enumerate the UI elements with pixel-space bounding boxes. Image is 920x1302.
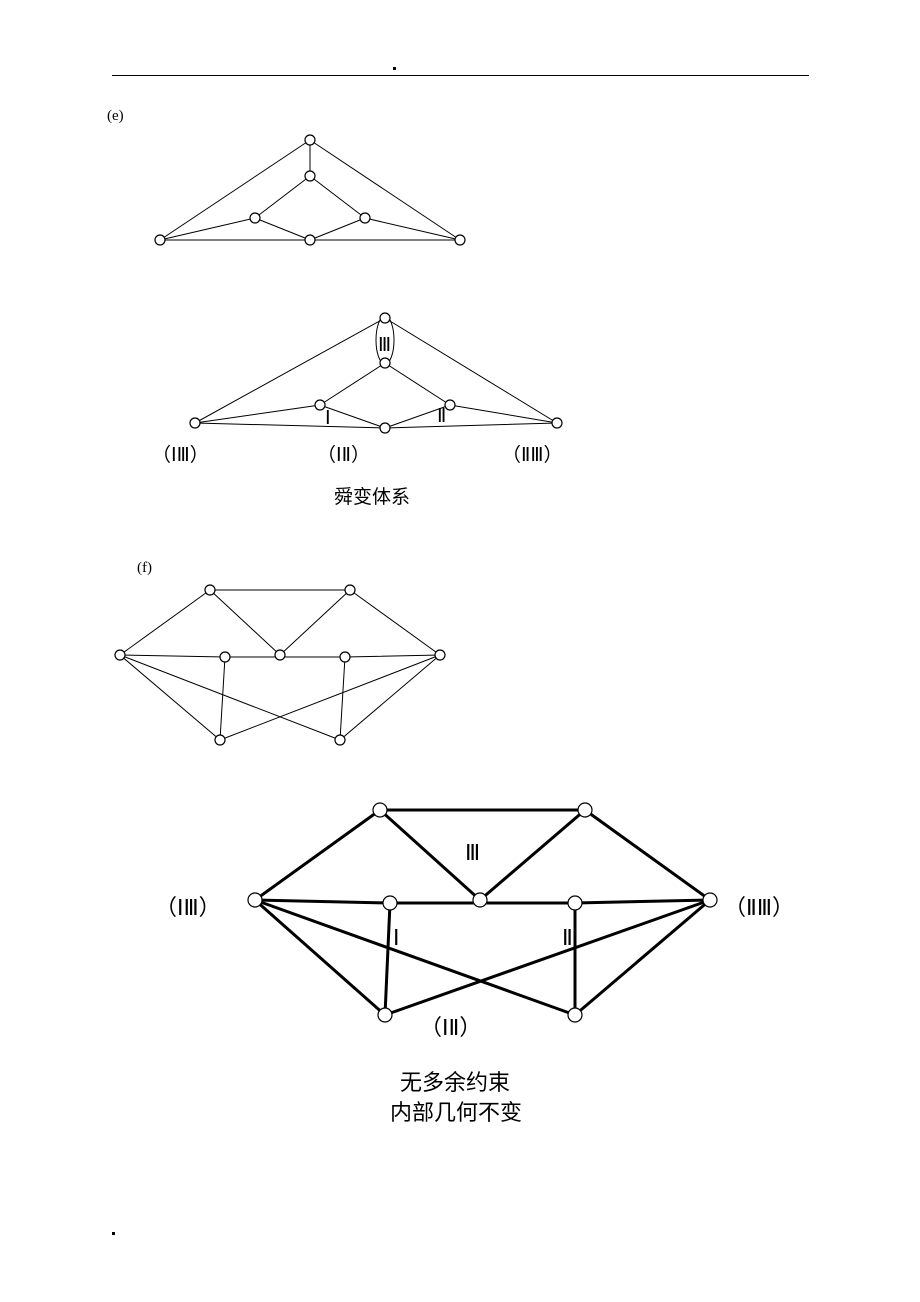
fig-f-label: (f) xyxy=(137,560,152,577)
hinge-label-i-iii-f: （ⅠⅢ） xyxy=(155,890,221,922)
diagram-f-top xyxy=(120,580,450,760)
diagram-f-bottom xyxy=(255,800,725,1030)
hinge-label-ii-iii-e: （ⅡⅢ） xyxy=(502,440,562,467)
footer-dot xyxy=(112,1232,115,1235)
caption-f-1: 无多余约束 xyxy=(400,1065,510,1097)
region-label-ii-f: Ⅱ xyxy=(562,925,573,951)
hinge-label-ii-iii-f: （ⅡⅢ） xyxy=(724,890,794,922)
header-dot xyxy=(393,67,396,70)
region-label-i-e: Ⅰ xyxy=(325,407,331,430)
region-label-iii-e: Ⅲ xyxy=(378,334,391,357)
hinge-label-i-iii-e: （ⅠⅢ） xyxy=(152,440,209,467)
diagram-e-bottom xyxy=(195,303,555,453)
hinge-label-i-ii-e: （ⅠⅡ） xyxy=(317,440,370,467)
region-label-ii-e: Ⅱ xyxy=(437,405,446,428)
caption-f-2: 内部几何不变 xyxy=(390,1095,522,1127)
region-label-iii-f: Ⅲ xyxy=(465,840,480,866)
fig-e-label: (e) xyxy=(107,108,124,125)
diagram-e-top xyxy=(160,120,460,260)
header-rule xyxy=(112,75,809,76)
page: (e) Ⅲ Ⅰ Ⅱ （ⅠⅢ） （ⅠⅡ） （ⅡⅢ） 舜变体系 (f) Ⅲ Ⅰ Ⅱ … xyxy=(0,0,920,1302)
caption-e: 舜变体系 xyxy=(334,482,410,509)
region-label-i-f: Ⅰ xyxy=(393,925,400,951)
hinge-label-i-ii-f: （ⅠⅡ） xyxy=(420,1010,481,1042)
